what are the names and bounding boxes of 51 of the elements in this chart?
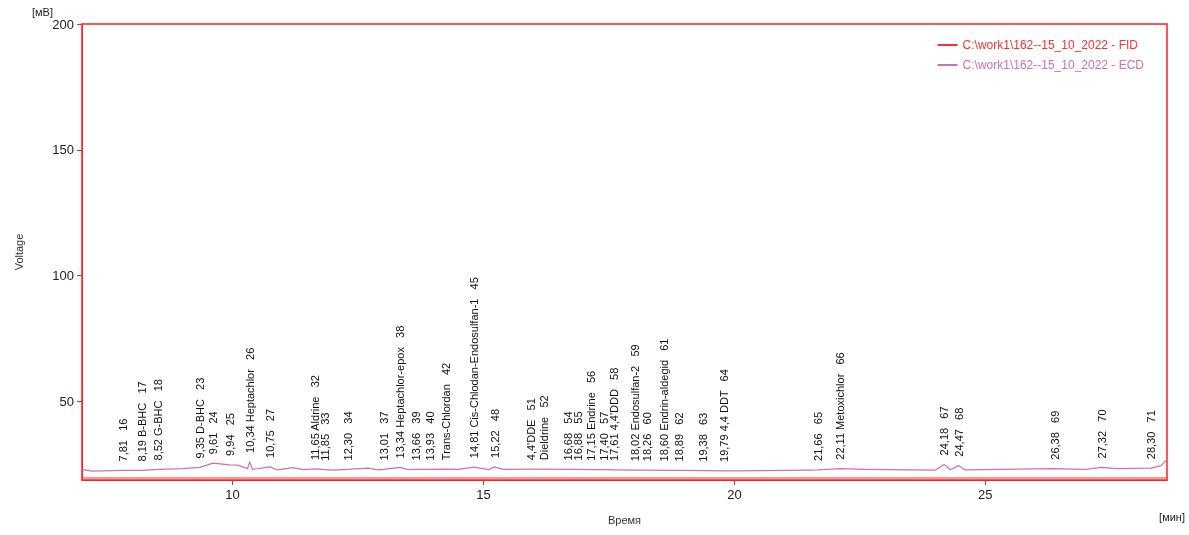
annotation: 10,34 Heptachlor 26 — [243, 347, 256, 453]
annotation: Dieldrine 52 — [537, 395, 550, 461]
y-tick-label: 150 — [52, 142, 74, 158]
annotation: 15,22 48 — [488, 408, 501, 458]
annotation: 19,38 63 — [697, 412, 710, 462]
x-tick-label: 15 — [476, 487, 491, 502]
annotation: 13,34 Heptachlor-epox 38 — [394, 325, 407, 459]
annotation: 17,40 57 — [597, 411, 610, 461]
annotation: 22,11 Metoxichlor 66 — [834, 352, 847, 460]
annotation: 11,85 33 — [319, 412, 332, 461]
annotation: 4,4'DDE 51 — [525, 398, 538, 461]
y-tick-label: 100 — [52, 268, 74, 284]
annotation: 18,02 Endosulfan-2 59 — [629, 344, 642, 462]
x-tick-label: 10 — [225, 487, 240, 502]
annotation: 13,01 37 — [377, 411, 390, 461]
annotation: 17,15 Endrine 56 — [585, 370, 598, 461]
annotation: 10,75 27 — [264, 408, 277, 458]
annotation: 24,47 68 — [952, 407, 965, 457]
annotation: 12,30 34 — [341, 411, 354, 461]
annotation: 26,38 69 — [1048, 410, 1061, 460]
annotation: Trans-Chlordan 42 — [439, 362, 452, 461]
annotation: 18,60 Endrin-aldegid 61 — [658, 338, 671, 462]
annotation: 8,19 B-BHC 17 — [135, 381, 148, 462]
annotation: 28,30 71 — [1144, 410, 1157, 460]
annotation: 21,66 65 — [811, 412, 824, 461]
y-tick-label: 200 — [52, 16, 74, 32]
annotation: 7,81 16 — [116, 418, 129, 462]
annotation: 24,18 67 — [938, 406, 951, 456]
legend-label: C:\work1\162--15_10_2022 - FID — [962, 38, 1139, 52]
y-axis-title: Voltage — [12, 233, 25, 271]
annotation: 8,52 G-BHC 18 — [152, 379, 165, 461]
annotation: 27,32 70 — [1095, 409, 1108, 459]
y-tick-label: 50 — [59, 393, 74, 409]
annotation: 9,61 24 — [206, 411, 219, 455]
x-tick-label: 20 — [727, 487, 742, 502]
text: [мин] — [1159, 510, 1185, 523]
x-axis-title: Время — [607, 513, 642, 526]
annotation: 18,26 60 — [641, 412, 654, 462]
annotation: 16,68 54 — [561, 411, 574, 461]
x-tick-label: 25 — [978, 487, 993, 502]
annotation: 9,94 25 — [223, 413, 236, 456]
annotation: 19,79 4,4 DDT 64 — [717, 369, 730, 462]
annotation: 13,66 39 — [410, 411, 423, 461]
legend-label: C:\work1\162--15_10_2022 - ECD — [962, 58, 1145, 72]
annotation: 17,61 4,4'DDD 58 — [608, 367, 621, 461]
annotation: 14,81 Cis-Chlodan-Endosulfan-1 45 — [467, 277, 480, 459]
annotation: 9,35 D-BHC 23 — [193, 377, 206, 459]
annotation: 11,65 Aldrine 32 — [309, 375, 322, 460]
annotation: 18,89 62 — [672, 412, 685, 462]
text: [мВ] — [32, 5, 54, 18]
annotation: 13,93 40 — [423, 411, 436, 461]
